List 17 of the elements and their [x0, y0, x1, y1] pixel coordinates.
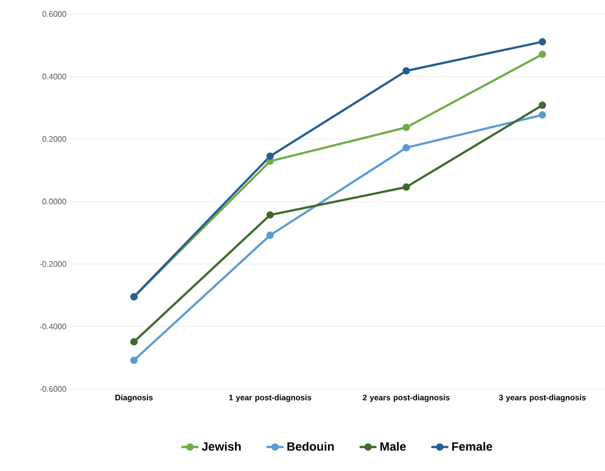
point	[538, 111, 546, 119]
point	[266, 152, 274, 160]
legend-label: Male	[380, 442, 406, 451]
point	[402, 124, 410, 132]
point	[538, 50, 546, 58]
legend-label: Bedouin	[287, 442, 334, 451]
point	[402, 183, 410, 191]
point	[266, 232, 274, 239]
point	[402, 144, 410, 152]
point	[130, 338, 138, 346]
point	[130, 356, 138, 364]
point	[402, 67, 410, 75]
point	[538, 38, 546, 46]
point	[538, 102, 546, 109]
legend-label: Jewish	[202, 442, 241, 451]
point	[266, 211, 274, 219]
legend-label: Female	[452, 442, 492, 451]
